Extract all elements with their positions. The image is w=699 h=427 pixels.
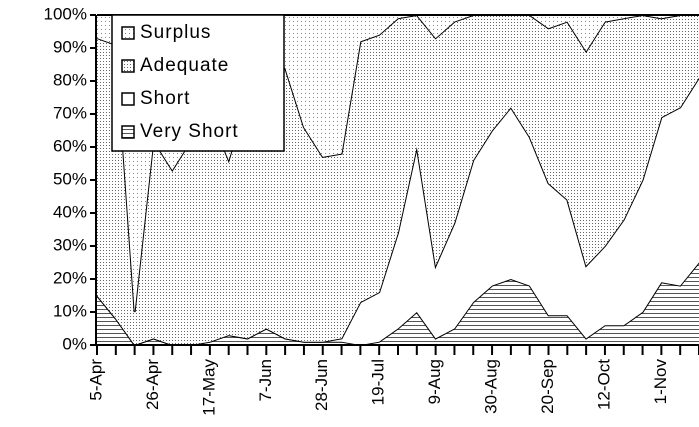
x-tick-label: 17-May xyxy=(199,359,218,416)
x-tick-label: 1-Nov xyxy=(651,359,670,405)
x-tick-label: 28-Jun xyxy=(312,359,331,411)
x-tick-label: 5-Apr xyxy=(86,359,105,401)
y-tick-label: 30% xyxy=(53,235,87,254)
y-tick-label: 60% xyxy=(53,136,87,155)
y-tick-label: 100% xyxy=(44,4,87,23)
x-tick-label: 9-Aug xyxy=(425,359,444,404)
y-tick-label: 10% xyxy=(53,301,87,320)
x-tick-label: 30-Aug xyxy=(482,359,501,414)
y-tick-label: 20% xyxy=(53,268,87,287)
area xyxy=(97,262,699,345)
y-tick-label: 90% xyxy=(53,37,87,56)
legend-label: Surplus xyxy=(140,22,211,43)
legend-label: Adequate xyxy=(140,55,229,76)
x-tick-label: 7-Jun xyxy=(256,359,275,402)
legend: Surplus Adequate Short Very Short xyxy=(111,14,285,152)
y-tick-label: 70% xyxy=(53,103,87,122)
y-tick-label: 40% xyxy=(53,202,87,221)
x-tick-label: 19-Jul xyxy=(369,359,388,405)
x-tick-label: 12-Oct xyxy=(594,359,613,410)
area xyxy=(97,77,699,345)
legend-label: Very Short xyxy=(140,121,239,142)
x-tick-label: 26-Apr xyxy=(143,359,162,410)
legend-label: Short xyxy=(140,88,190,109)
legend-swatch xyxy=(121,92,135,106)
x-tick-label: 20-Sep xyxy=(538,359,557,414)
legend-swatch xyxy=(121,125,135,139)
legend-box xyxy=(111,14,285,152)
y-tick-label: 80% xyxy=(53,70,87,89)
y-tick-label: 0% xyxy=(62,334,87,353)
y-tick-label: 50% xyxy=(53,169,87,188)
legend-swatch xyxy=(121,26,135,40)
legend-swatch xyxy=(121,59,135,73)
